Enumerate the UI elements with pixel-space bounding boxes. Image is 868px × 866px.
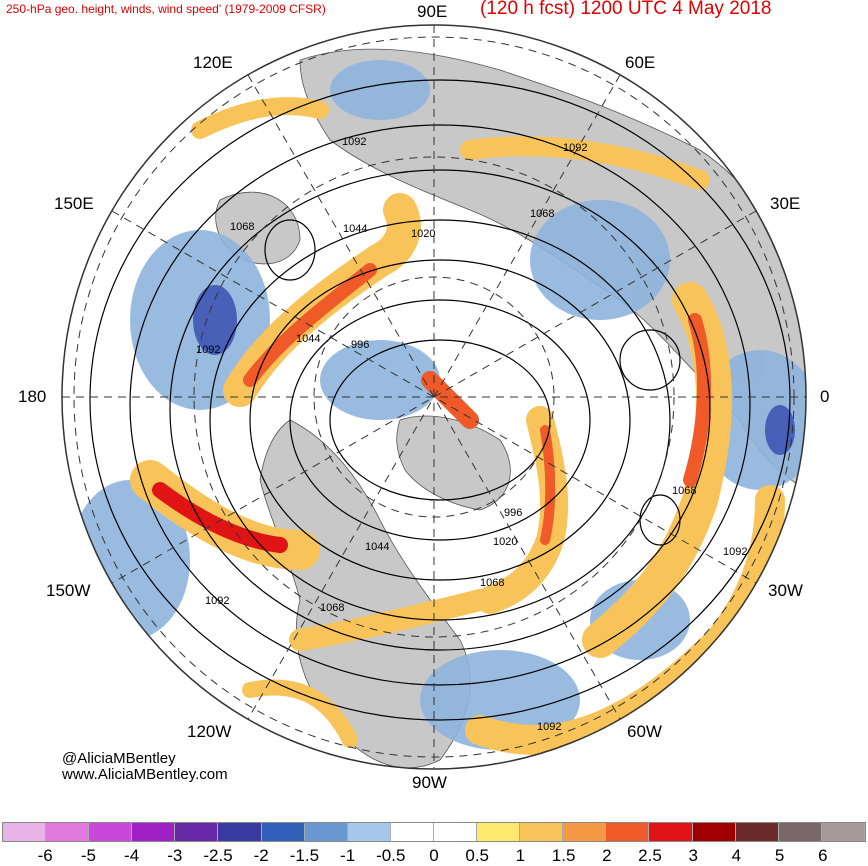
colorbar-tick-label: -1	[340, 846, 356, 865]
author-website: www.AliciaMBentley.com	[62, 766, 228, 783]
colorbar-cell	[649, 823, 693, 841]
svg-text:1092: 1092	[537, 721, 561, 733]
colorbar-cell	[735, 823, 779, 841]
colorbar-cell	[304, 823, 348, 841]
colorbar-cell	[433, 823, 478, 841]
svg-text:1068: 1068	[672, 485, 696, 497]
colorbar-cell	[218, 823, 262, 841]
svg-text:996: 996	[504, 507, 522, 519]
colorbar-tick-label: 5	[774, 846, 785, 865]
lon-label-90e: 90E	[417, 2, 448, 21]
lon-label-150w: 150W	[46, 581, 91, 600]
colorbar-cell	[175, 823, 219, 841]
svg-text:1044: 1044	[296, 333, 320, 345]
lon-label-30w: 30W	[768, 581, 803, 600]
svg-text:1092: 1092	[563, 142, 587, 154]
forecast-valid-time: (120 h fcst) 1200 UTC 4 May 2018	[480, 0, 772, 19]
colorbar-cell	[520, 823, 564, 841]
colorbar-cell	[606, 823, 650, 841]
colorbar-tick-label: 4	[731, 846, 742, 865]
svg-text:1020: 1020	[411, 228, 435, 240]
colorbar-cell	[692, 823, 736, 841]
svg-text:1068: 1068	[320, 602, 344, 614]
svg-text:1092: 1092	[205, 595, 229, 607]
colorbar-tick-label: 1	[515, 846, 526, 865]
svg-text:1020: 1020	[493, 536, 517, 548]
colorbar-tick-label: -4	[124, 846, 140, 865]
lon-label-60e: 60E	[625, 53, 656, 72]
lon-label-120e: 120E	[193, 53, 233, 72]
colorbar-tick-label: -0.5	[376, 846, 406, 865]
lat-lon-grid	[62, 25, 806, 769]
colorbar-cell	[261, 823, 305, 841]
svg-text:996: 996	[351, 339, 369, 351]
svg-text:1068: 1068	[530, 208, 554, 220]
colorbar-cell	[3, 823, 47, 841]
lon-label-30e: 30E	[770, 194, 801, 213]
polar-map: 1092 1092 1068 1044 1020 1068 1092 1044 …	[61, 24, 807, 770]
colorbar-tick-label: -1.5	[289, 846, 320, 865]
colorbar-tick-label: 2.5	[638, 846, 662, 865]
colorbar-cell	[477, 823, 521, 841]
colorbar-cell	[390, 823, 434, 841]
product-title: 250-hPa geo. height, winds, wind speed' …	[6, 2, 326, 16]
lon-label-120w: 120W	[187, 722, 232, 741]
contour-labels: 1092 1092 1068 1044 1020 1068 1092 1044 …	[196, 136, 747, 733]
lon-label-0: 0	[820, 387, 830, 406]
colorbar-cell	[778, 823, 822, 841]
colorbar-cell	[89, 823, 133, 841]
lon-label-150e: 150E	[54, 194, 94, 213]
colorbar-tick-label: -2.5	[203, 846, 233, 865]
colorbar-tick-label: 6	[818, 846, 828, 865]
colorbar-cell	[821, 823, 865, 841]
author-handle: @AliciaMBentley	[62, 750, 176, 767]
svg-text:1068: 1068	[230, 221, 254, 233]
colorbar	[2, 822, 866, 842]
colorbar-tick-label: 0	[429, 846, 439, 865]
colorbar-tick-label: 0.5	[465, 846, 490, 865]
lon-label-180: 180	[18, 387, 47, 406]
lon-label-60w: 60W	[627, 722, 662, 741]
svg-text:1092: 1092	[196, 344, 220, 356]
svg-text:1092: 1092	[723, 546, 747, 558]
colorbar-tick-label: -6	[37, 846, 53, 865]
colorbar-tick-label: -2	[253, 846, 269, 865]
colorbar-tick-label: -3	[167, 846, 183, 865]
colorbar-ticks: -6 -5 -4 -3 -2.5 -2 -1.5 -1 -0.5 0 0.5 1 1.5 2 2.5 3 4 5 6	[0, 846, 868, 865]
lon-label-90w: 90W	[412, 773, 447, 792]
svg-text:1044: 1044	[365, 541, 389, 553]
height-contours	[89, 79, 791, 721]
colorbar-cell	[46, 823, 90, 841]
colorbar-tick-label: 2	[602, 846, 612, 865]
colorbar-tick-label: 3	[688, 846, 698, 865]
colorbar-tick-label: 1.5	[551, 846, 576, 865]
colorbar-tick-label: -5	[80, 846, 96, 865]
svg-text:1092: 1092	[342, 136, 366, 148]
colorbar-cell	[347, 823, 391, 841]
svg-text:1044: 1044	[343, 223, 367, 235]
colorbar-cell	[132, 823, 176, 841]
svg-text:1068: 1068	[480, 577, 504, 589]
colorbar-cell	[563, 823, 607, 841]
map-boundary	[61, 24, 807, 770]
